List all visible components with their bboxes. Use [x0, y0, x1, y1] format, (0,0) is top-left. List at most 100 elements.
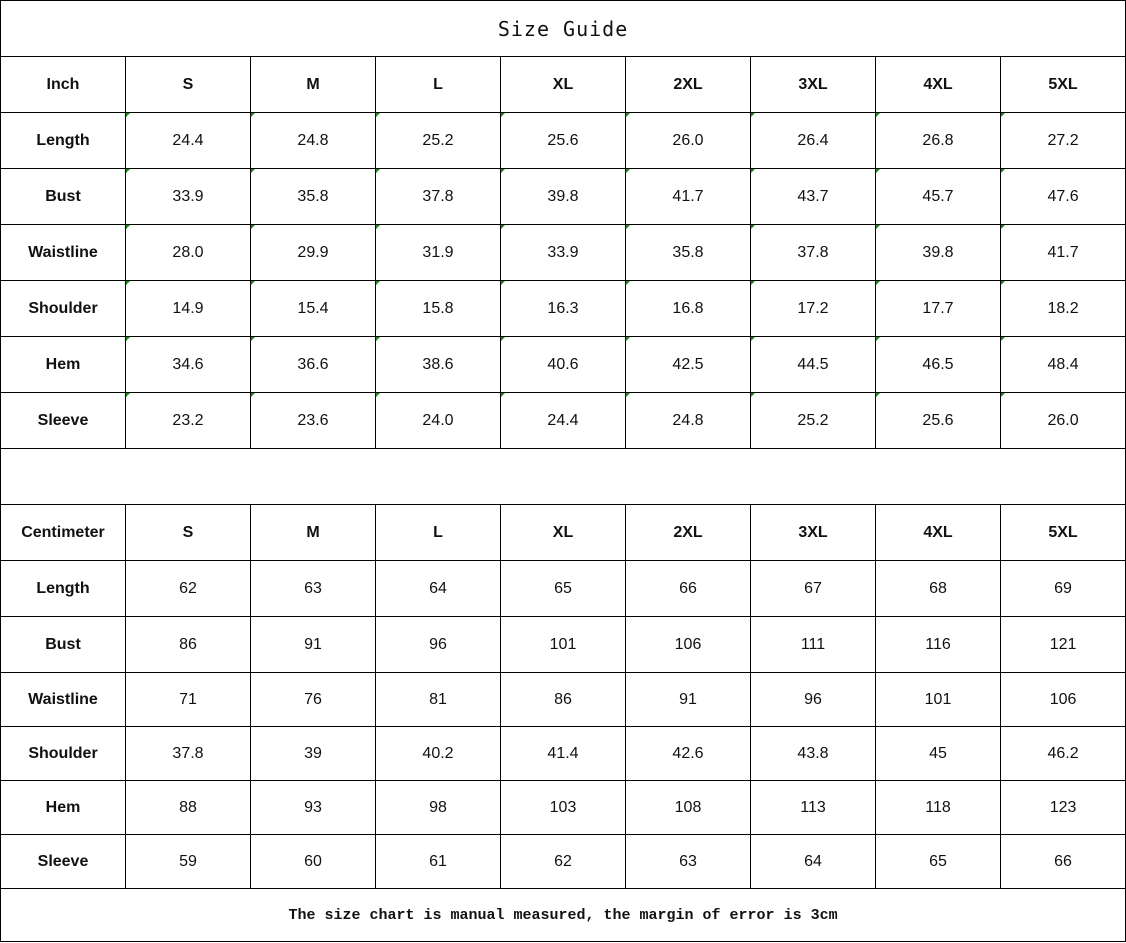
- measurement-value: 59: [125, 834, 251, 889]
- size-header: XL: [500, 56, 626, 113]
- measurement-value: 63: [625, 834, 751, 889]
- footer-note: The size chart is manual measured, the m…: [0, 888, 1126, 942]
- measurement-value: 88: [125, 780, 251, 835]
- measurement-value: 91: [625, 672, 751, 727]
- measurement-value: 23.6: [250, 392, 376, 449]
- measurement-value: 17.2: [750, 280, 876, 337]
- measurement-label: Hem: [0, 780, 126, 835]
- measurement-value: 24.4: [125, 112, 251, 169]
- cm-unit-label: Centimeter: [0, 504, 126, 561]
- measurement-value: 41.4: [500, 726, 626, 781]
- measurement-value: 123: [999, 780, 1126, 835]
- measurement-value: 26.4: [750, 112, 876, 169]
- measurement-label: Bust: [0, 168, 126, 225]
- size-header: M: [250, 504, 376, 561]
- size-header: 2XL: [625, 504, 751, 561]
- measurement-value: 37.8: [750, 224, 876, 281]
- measurement-value: 24.0: [375, 392, 501, 449]
- table-row: Hem 88 93 98 103 108 113 118 123: [0, 780, 1126, 835]
- table-row: Length 62 63 64 65 66 67 68 69: [0, 560, 1126, 617]
- measurement-value: 47.6: [999, 168, 1126, 225]
- measurement-value: 34.6: [125, 336, 251, 393]
- spacer-cell: [0, 448, 1126, 505]
- size-header: 4XL: [875, 56, 1001, 113]
- measurement-value: 91: [250, 616, 376, 673]
- size-header: S: [125, 504, 251, 561]
- table-row: Sleeve 23.2 23.6 24.0 24.4 24.8 25.2 25.6 26.0: [0, 392, 1126, 449]
- measurement-value: 43.8: [750, 726, 876, 781]
- measurement-value: 63: [250, 560, 376, 617]
- measurement-value: 39.8: [500, 168, 626, 225]
- measurement-value: 103: [500, 780, 626, 835]
- table-row: Length 24.4 24.8 25.2 25.6 26.0 26.4 26.8 27.2: [0, 112, 1126, 169]
- measurement-value: 65: [875, 834, 1001, 889]
- table-row: Waistline 71 76 81 86 91 96 101 106: [0, 672, 1126, 727]
- measurement-value: 27.2: [999, 112, 1126, 169]
- measurement-value: 23.2: [125, 392, 251, 449]
- measurement-value: 65: [500, 560, 626, 617]
- measurement-value: 33.9: [500, 224, 626, 281]
- measurement-value: 35.8: [250, 168, 376, 225]
- measurement-value: 93: [250, 780, 376, 835]
- measurement-value: 69: [999, 560, 1126, 617]
- measurement-value: 24.4: [500, 392, 626, 449]
- measurement-value: 39: [250, 726, 376, 781]
- measurement-value: 61: [375, 834, 501, 889]
- measurement-label: Shoulder: [0, 280, 126, 337]
- size-header: 2XL: [625, 56, 751, 113]
- measurement-value: 38.6: [375, 336, 501, 393]
- measurement-value: 81: [375, 672, 501, 727]
- measurement-label: Length: [0, 112, 126, 169]
- measurement-value: 71: [125, 672, 251, 727]
- size-header: XL: [500, 504, 626, 561]
- measurement-value: 31.9: [375, 224, 501, 281]
- cm-header-row: Centimeter S M L XL 2XL 3XL 4XL 5XL: [0, 504, 1126, 561]
- measurement-value: 39.8: [875, 224, 1001, 281]
- measurement-value: 37.8: [375, 168, 501, 225]
- measurement-value: 118: [875, 780, 1001, 835]
- measurement-value: 42.5: [625, 336, 751, 393]
- measurement-label: Length: [0, 560, 126, 617]
- measurement-label: Hem: [0, 336, 126, 393]
- measurement-value: 60: [250, 834, 376, 889]
- measurement-value: 66: [625, 560, 751, 617]
- measurement-value: 40.6: [500, 336, 626, 393]
- measurement-value: 41.7: [625, 168, 751, 225]
- measurement-value: 67: [750, 560, 876, 617]
- measurement-value: 35.8: [625, 224, 751, 281]
- measurement-value: 121: [999, 616, 1126, 673]
- measurement-value: 14.9: [125, 280, 251, 337]
- measurement-value: 64: [375, 560, 501, 617]
- table-row: Shoulder 14.9 15.4 15.8 16.3 16.8 17.2 17.7 18.2: [0, 280, 1126, 337]
- inch-header-row: Inch S M L XL 2XL 3XL 4XL 5XL: [0, 56, 1126, 113]
- measurement-value: 45: [875, 726, 1001, 781]
- measurement-label: Sleeve: [0, 392, 126, 449]
- measurement-value: 42.6: [625, 726, 751, 781]
- measurement-value: 28.0: [125, 224, 251, 281]
- measurement-label: Sleeve: [0, 834, 126, 889]
- measurement-value: 26.8: [875, 112, 1001, 169]
- measurement-value: 116: [875, 616, 1001, 673]
- size-header: M: [250, 56, 376, 113]
- inch-unit-label: Inch: [0, 56, 126, 113]
- measurement-value: 68: [875, 560, 1001, 617]
- measurement-value: 96: [375, 616, 501, 673]
- table-row: Hem 34.6 36.6 38.6 40.6 42.5 44.5 46.5 48.4: [0, 336, 1126, 393]
- measurement-value: 86: [500, 672, 626, 727]
- table-row: Bust 86 91 96 101 106 111 116 121: [0, 616, 1126, 673]
- size-header: 3XL: [750, 56, 876, 113]
- measurement-value: 98: [375, 780, 501, 835]
- measurement-value: 45.7: [875, 168, 1001, 225]
- spacer-row: [0, 448, 1126, 505]
- measurement-value: 37.8: [125, 726, 251, 781]
- measurement-value: 24.8: [250, 112, 376, 169]
- measurement-value: 16.3: [500, 280, 626, 337]
- size-header: 5XL: [999, 504, 1126, 561]
- measurement-value: 62: [125, 560, 251, 617]
- measurement-value: 25.2: [375, 112, 501, 169]
- page-title: Size Guide: [0, 0, 1126, 57]
- table-row: Bust 33.9 35.8 37.8 39.8 41.7 43.7 45.7 47.6: [0, 168, 1126, 225]
- footer-row: The size chart is manual measured, the m…: [0, 888, 1126, 942]
- measurement-value: 62: [500, 834, 626, 889]
